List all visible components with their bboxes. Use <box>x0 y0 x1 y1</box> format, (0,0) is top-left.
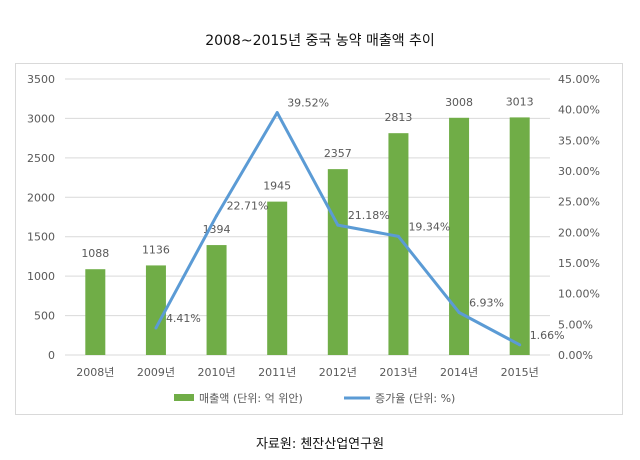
line-point <box>215 214 219 218</box>
bar <box>509 117 530 355</box>
x-tick-label: 2010년 <box>198 366 236 379</box>
line-point <box>518 343 522 347</box>
line-point <box>154 326 158 330</box>
line-value-label: 21.18% <box>348 209 390 222</box>
bar-value-label: 1088 <box>81 247 109 260</box>
bar-value-label: 3013 <box>506 95 534 108</box>
x-tick-label: 2014년 <box>440 366 478 379</box>
y-right-tick-label: 30.00% <box>558 165 600 178</box>
source-note: 자료원: 첸잔산업연구원 <box>255 437 385 452</box>
y-right-tick-label: 20.00% <box>558 226 600 239</box>
bar-value-label: 2357 <box>324 147 352 160</box>
legend-bar-label: 매출액 (단위: 억 위안) <box>199 392 303 405</box>
line-value-label: 39.52% <box>287 97 329 110</box>
legend-bar-swatch <box>174 394 194 401</box>
chart-frame <box>15 63 623 415</box>
line-value-label: 4.41% <box>166 312 201 325</box>
line-point <box>457 310 461 314</box>
y-left-tick-label: 3500 <box>27 73 55 86</box>
y-right-tick-label: 10.00% <box>558 288 600 301</box>
bar <box>449 117 470 355</box>
bar <box>388 133 409 355</box>
line-value-label: 19.34% <box>408 220 450 233</box>
x-tick-label: 2009년 <box>137 366 175 379</box>
bar <box>85 269 106 355</box>
line-point <box>275 111 279 115</box>
y-left-tick-label: 3000 <box>27 112 55 125</box>
x-tick-label: 2015년 <box>501 366 539 379</box>
y-left-tick-label: 2500 <box>27 152 55 165</box>
bar-value-label: 1136 <box>142 243 170 256</box>
y-left-tick-label: 1500 <box>27 231 55 244</box>
chart-title: 2008~2015년 중국 농약 매출액 추이 <box>205 33 435 49</box>
bar <box>267 201 288 355</box>
line-point <box>336 223 340 227</box>
y-left-tick-label: 1000 <box>27 270 55 283</box>
legend-line-label: 증가율 (단위: %) <box>375 392 455 405</box>
line-value-label: 22.71% <box>227 200 269 213</box>
bar <box>327 169 348 355</box>
bar <box>145 265 166 355</box>
x-tick-label: 2012년 <box>319 366 357 379</box>
bar <box>206 245 227 355</box>
bar-value-label: 2813 <box>384 111 412 124</box>
bar-value-label: 3008 <box>445 96 473 109</box>
y-right-tick-label: 0.00% <box>558 349 593 362</box>
y-left-tick-label: 2000 <box>27 191 55 204</box>
y-right-tick-label: 40.00% <box>558 104 600 117</box>
y-right-tick-label: 25.00% <box>558 196 600 209</box>
y-right-tick-label: 15.00% <box>558 257 600 270</box>
line-point <box>396 234 400 238</box>
x-tick-label: 2011년 <box>258 366 296 379</box>
bar-value-label: 1945 <box>263 180 291 193</box>
y-left-tick-label: 0 <box>48 349 55 362</box>
x-tick-label: 2013년 <box>379 366 417 379</box>
line-value-label: 1.66% <box>530 329 565 342</box>
line-value-label: 6.93% <box>469 296 504 309</box>
x-tick-label: 2008년 <box>76 366 114 379</box>
y-right-tick-label: 35.00% <box>558 134 600 147</box>
y-right-tick-label: 5.00% <box>558 318 593 331</box>
y-left-tick-label: 500 <box>34 310 55 323</box>
y-right-tick-label: 45.00% <box>558 73 600 86</box>
